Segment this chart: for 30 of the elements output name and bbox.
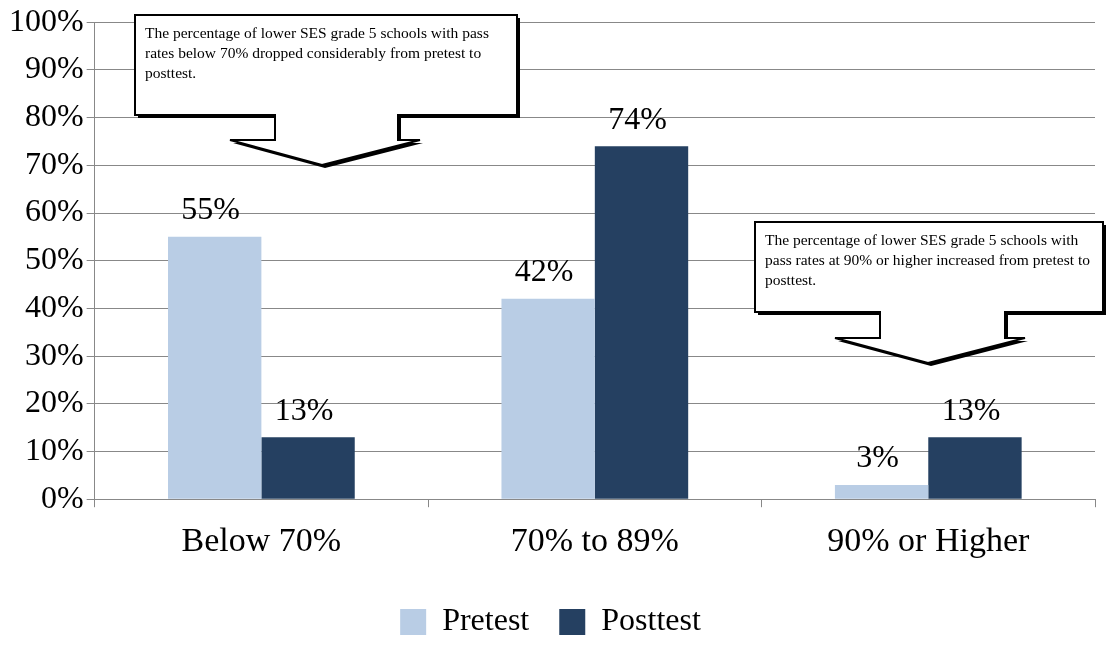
- data-label: 74%: [608, 99, 667, 136]
- y-tick-label: 40%: [25, 287, 84, 324]
- y-tick-label: 70%: [25, 144, 84, 181]
- bar: [501, 298, 595, 499]
- bar: [834, 484, 929, 499]
- bar: [928, 437, 1022, 499]
- data-label: 13%: [274, 390, 334, 427]
- y-tick-label: 60%: [25, 192, 84, 229]
- legend-label: Posttest: [601, 601, 701, 638]
- y-tick-label: 0%: [41, 478, 84, 515]
- data-label: 42%: [514, 252, 574, 289]
- bar: [594, 146, 689, 499]
- y-tick-label: 100%: [9, 1, 84, 38]
- x-tick-label: Below 70%: [181, 520, 342, 558]
- y-tick-label: 10%: [25, 430, 84, 467]
- annotation: The percentage of lower SES grade 5 schools with pass rates at 90% or higher increased from pretest to posttest.: [765, 230, 1091, 290]
- y-tick-label: 90%: [25, 49, 84, 86]
- annotation: The percentage of lower SES grade 5 schools with pass rates below 70% dropped considerably from pretest to posttest.: [145, 23, 490, 83]
- data-label: 3%: [856, 438, 899, 475]
- y-tick-label: 20%: [25, 383, 84, 420]
- x-tick-label: 70% to 89%: [510, 520, 679, 558]
- bar: [168, 236, 262, 499]
- y-tick-label: 50%: [25, 240, 84, 277]
- data-label: 55%: [181, 190, 241, 227]
- y-tick-label: 80%: [25, 97, 84, 134]
- x-tick-label: 90% or Higher: [827, 520, 1030, 558]
- bar: [261, 437, 355, 499]
- y-tick-label: 30%: [25, 335, 84, 372]
- legend-label: Pretest: [442, 601, 530, 638]
- data-label: 13%: [941, 390, 1001, 427]
